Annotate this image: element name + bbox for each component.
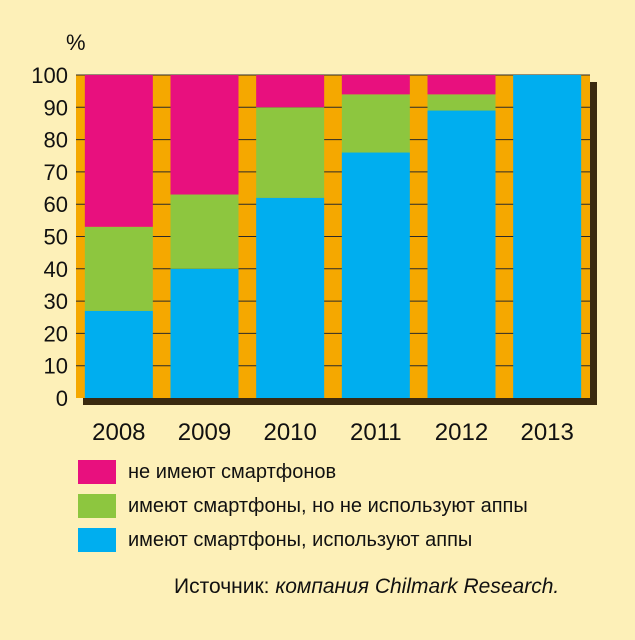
legend-label: имеют смартфоны, используют аппы bbox=[128, 528, 473, 551]
y-tick-label: 80 bbox=[44, 128, 68, 153]
source-text: компания Chilmark Research. bbox=[275, 575, 560, 598]
x-axis-ticks: 2008 2009 2010 2011 2012 2013 bbox=[92, 419, 574, 446]
y-tick-label: 70 bbox=[44, 160, 68, 185]
y-tick-label: 0 bbox=[56, 386, 68, 411]
source-prefix: Источник: bbox=[174, 575, 270, 598]
bar-segment bbox=[427, 94, 496, 111]
legend: не имеют смартфонов имеют смартфоны, но … bbox=[78, 455, 528, 557]
bar-segment bbox=[170, 75, 239, 195]
bar-segment bbox=[427, 75, 496, 95]
y-tick-label: 50 bbox=[44, 225, 68, 250]
y-tick-label: 30 bbox=[44, 289, 68, 314]
source-note: Источник: компания Chilmark Research. bbox=[174, 575, 559, 599]
x-tick-label: 2008 bbox=[92, 419, 145, 446]
bar-segment bbox=[256, 107, 325, 198]
bar-segment bbox=[84, 75, 153, 227]
y-tick-label: 10 bbox=[44, 354, 68, 379]
y-axis-ticks: 0 10 20 30 40 50 60 70 80 90 100 bbox=[31, 63, 68, 411]
bar-segment bbox=[84, 226, 153, 311]
stacked-bar-chart: % 0 10 20 30 40 50 60 70 80 90 100 2008 2009 2010 201… bbox=[31, 30, 597, 446]
plot-area bbox=[76, 74, 597, 405]
y-tick-label: 20 bbox=[44, 321, 68, 346]
bar-segment bbox=[170, 268, 239, 398]
bar-segment bbox=[341, 75, 410, 95]
bar-segment bbox=[256, 197, 325, 398]
legend-item-no-smartphone: не имеют смартфонов bbox=[78, 455, 528, 489]
legend-swatch bbox=[78, 494, 116, 518]
bar-segment bbox=[170, 194, 239, 269]
y-tick-label: 90 bbox=[44, 95, 68, 120]
x-tick-label: 2013 bbox=[520, 419, 573, 446]
x-tick-label: 2009 bbox=[178, 419, 231, 446]
y-axis-unit-label: % bbox=[66, 30, 86, 55]
bar-segment bbox=[84, 310, 153, 398]
legend-item-smartphone-no-apps: имеют смартфоны, но не используют аппы bbox=[78, 489, 528, 523]
bar-segment bbox=[256, 75, 325, 108]
legend-swatch bbox=[78, 528, 116, 552]
y-tick-label: 100 bbox=[31, 63, 68, 88]
legend-swatch bbox=[78, 460, 116, 484]
legend-label: имеют смартфоны, но не используют аппы bbox=[128, 494, 528, 517]
x-tick-label: 2011 bbox=[350, 419, 402, 446]
legend-label: не имеют смартфонов bbox=[128, 460, 337, 483]
bar-segment bbox=[513, 75, 582, 398]
legend-item-smartphone-apps: имеют смартфоны, используют аппы bbox=[78, 523, 528, 557]
y-tick-label: 60 bbox=[44, 192, 68, 217]
bar-segment bbox=[341, 152, 410, 398]
bar-segment bbox=[427, 110, 496, 398]
x-tick-label: 2012 bbox=[435, 419, 488, 446]
x-tick-label: 2010 bbox=[263, 419, 316, 446]
bar-segment bbox=[341, 94, 410, 153]
y-tick-label: 40 bbox=[44, 257, 68, 282]
